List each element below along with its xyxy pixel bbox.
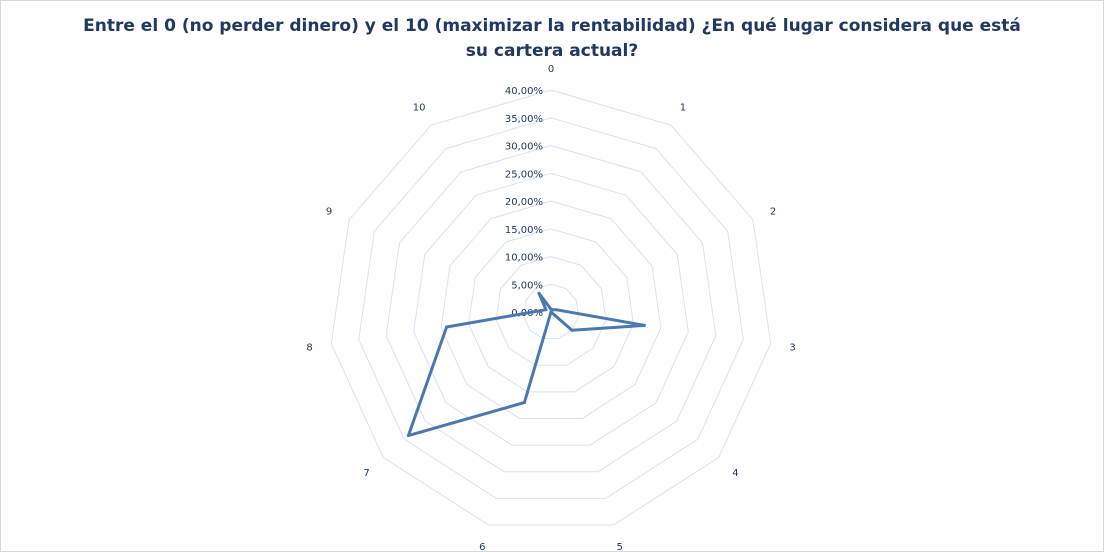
data-point-3 <box>642 323 646 327</box>
category-label-0: 0 <box>548 64 554 75</box>
category-label-6: 6 <box>479 542 485 552</box>
category-label-10: 10 <box>413 103 426 114</box>
grid-ring-3 <box>468 228 634 393</box>
data-point-10 <box>537 291 541 295</box>
tick-label: 30,00% <box>505 142 543 153</box>
category-labels: 0 1 2 3 4 5 6 7 8 9 10 <box>306 64 795 552</box>
grid-ring-4 <box>440 200 662 419</box>
grid-ring-8 <box>330 89 772 526</box>
data-point-6 <box>522 401 526 404</box>
category-label-4: 4 <box>732 468 738 479</box>
chart-title-line-1: Entre el 0 (no perder dinero) y el 10 (m… <box>83 16 1021 36</box>
category-label-2: 2 <box>770 207 776 218</box>
data-point-1 <box>551 308 554 312</box>
radial-axis-ticks: 0,00%5,00%10,00%15,00%20,00%25,00%30,00%… <box>505 86 543 319</box>
tick-label: 15,00% <box>505 225 543 236</box>
tick-label: 10,00% <box>505 253 543 264</box>
data-point-7 <box>406 434 410 438</box>
tick-label: 20,00% <box>505 197 543 208</box>
tick-label: 5,00% <box>511 280 543 291</box>
radar-grid <box>330 89 772 526</box>
category-label-5: 5 <box>617 542 623 552</box>
grid-ring-5 <box>413 172 689 446</box>
category-label-9: 9 <box>326 207 332 218</box>
category-label-8: 8 <box>306 343 312 354</box>
category-label-1: 1 <box>680 103 686 114</box>
tick-label: 40,00% <box>505 86 543 97</box>
tick-label: 35,00% <box>505 114 543 125</box>
tick-label: 25,00% <box>505 169 543 180</box>
grid-ring-6 <box>385 144 717 473</box>
chart-title-line-2: su cartera actual? <box>465 41 639 61</box>
category-label-3: 3 <box>789 343 795 354</box>
data-point-2 <box>554 308 558 312</box>
chart-title: Entre el 0 (no perder dinero) y el 10 (m… <box>0 14 1104 64</box>
data-point-5 <box>549 310 553 314</box>
grid-ring-2 <box>495 255 607 366</box>
data-point-9 <box>544 308 548 312</box>
data-point-4 <box>570 328 574 332</box>
series <box>406 291 646 438</box>
data-point-8 <box>445 325 449 329</box>
grid-ring-1 <box>522 283 580 340</box>
category-label-7: 7 <box>363 468 369 479</box>
grid-ring-7 <box>358 117 744 499</box>
